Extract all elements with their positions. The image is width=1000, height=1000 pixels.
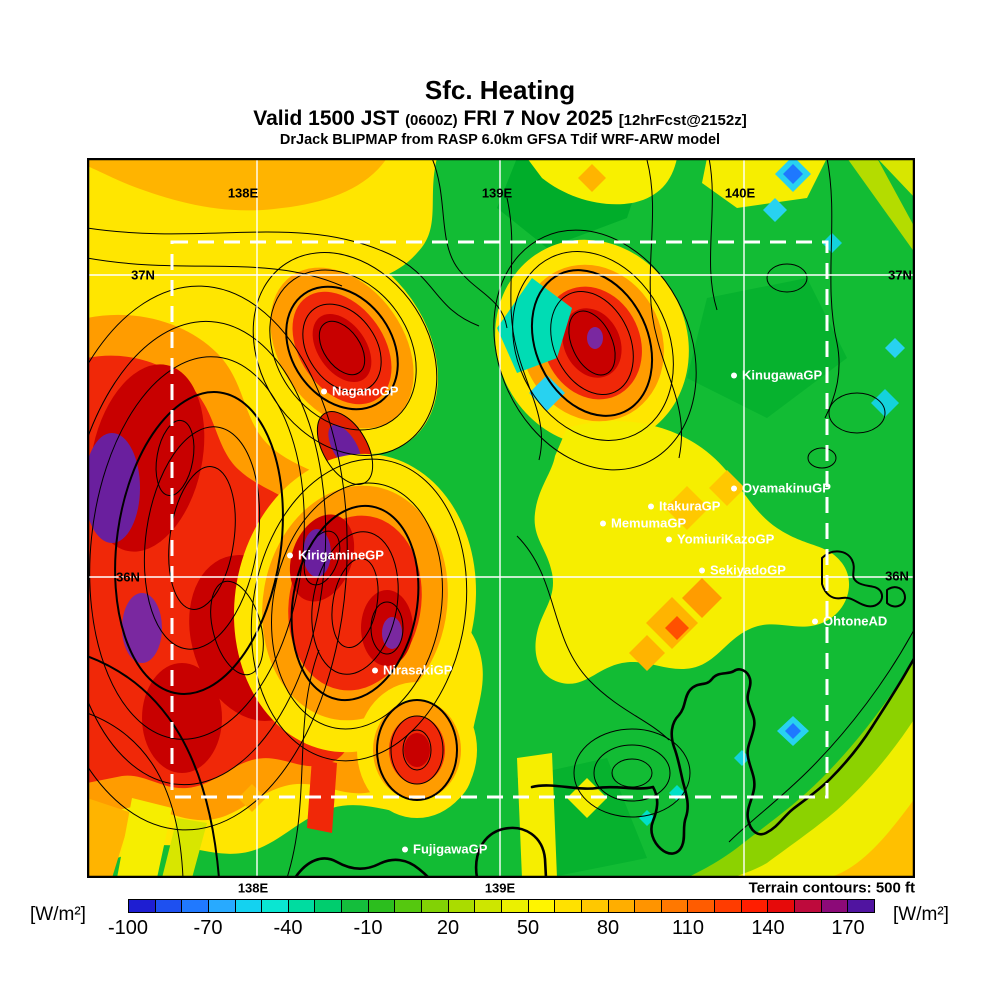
colorbar-tick: 170 <box>831 917 865 939</box>
site-marker-nirasakigp: NirasakiGP <box>372 663 452 678</box>
map-area: 138E 139E 140E 37N 37N 36N 36N NaganoGP Kinugawa… <box>87 158 915 878</box>
colorbar-cell <box>182 900 209 912</box>
site-label: YomiuriKazoGP <box>677 531 775 547</box>
colorbar-cell <box>688 900 716 912</box>
site-dot <box>812 618 818 624</box>
colorbar <box>128 899 875 913</box>
site-dot <box>699 567 705 573</box>
site-dot <box>321 388 327 394</box>
colorbar-cell <box>848 900 874 912</box>
site-label: FujigawaGP <box>413 841 488 857</box>
site-marker-itakuragp: ItakuraGP <box>648 499 720 514</box>
colorbar-cell <box>715 900 742 912</box>
lon-label-139e: 139E <box>481 185 513 201</box>
colorbar-cell <box>635 900 662 912</box>
colorbar-cell <box>208 900 236 912</box>
unit-right-label: [W/m²] <box>893 904 949 925</box>
bottom-lon-label-138e: 138E <box>237 880 269 896</box>
site-label: NaganoGP <box>332 383 399 399</box>
unit-left-label: [W/m²] <box>30 904 86 925</box>
colorbar-tick: 50 <box>516 917 540 939</box>
site-label: OhtoneAD <box>823 613 888 629</box>
lat-label-36n: 36N <box>116 569 140 585</box>
site-dot <box>666 536 672 542</box>
valid-time: Valid 1500 JST <box>253 107 400 131</box>
colorbar-tick: -100 <box>107 917 149 939</box>
site-dot <box>648 503 654 509</box>
colorbar-tick: -70 <box>193 917 223 939</box>
heatmap-canvas <box>87 158 915 878</box>
colorbar-cell <box>528 900 556 912</box>
colorbar-cell <box>741 900 769 912</box>
valid-line: Valid 1500 JST (0600Z) FRI 7 Nov 2025 [1… <box>0 107 1000 131</box>
site-label: OyamakinuGP <box>742 480 831 496</box>
colorbar-cell <box>235 900 263 912</box>
model-line: DrJack BLIPMAP from RASP 6.0km GFSA Tdif… <box>279 131 721 148</box>
colorbar-cell <box>608 900 636 912</box>
site-marker-yomiurikazogp: YomiuriKazoGP <box>666 532 774 547</box>
colorbar-cell <box>262 900 289 912</box>
title-block: Sfc. Heating Valid 1500 JST (0600Z) FRI … <box>0 75 1000 148</box>
colorbar-cell <box>448 900 476 912</box>
valid-date: FRI 7 Nov 2025 <box>463 107 613 131</box>
colorbar-cell <box>129 900 156 912</box>
colorbar-cell <box>501 900 529 912</box>
colorbar-tick: 20 <box>436 917 460 939</box>
site-label: ItakuraGP <box>659 498 721 514</box>
site-dot <box>287 552 293 558</box>
site-label: KirigamineGP <box>298 547 384 563</box>
colorbar-cell <box>475 900 502 912</box>
site-marker-sekiyadogp: SekiyadoGP <box>699 563 786 578</box>
colorbar-cell <box>661 900 689 912</box>
bottom-lon-label-139e: 139E <box>484 880 516 896</box>
site-marker-kinugawagp: KinugawaGP <box>731 368 822 383</box>
lat-label-36n: 36N <box>885 568 909 584</box>
colorbar-cell <box>555 900 582 912</box>
site-label: MemumaGP <box>611 515 687 531</box>
colorbar-cell <box>821 900 849 912</box>
site-marker-oyamakinugp: OyamakinuGP <box>731 481 831 496</box>
colorbar-tick: -40 <box>273 917 303 939</box>
lat-label-37n: 37N <box>131 267 155 283</box>
lon-label-140e: 140E <box>724 185 756 201</box>
colorbar-cell <box>315 900 343 912</box>
colorbar-cell <box>288 900 316 912</box>
colorbar-cell <box>155 900 183 912</box>
site-marker-fujigawagp: FujigawaGP <box>402 842 487 857</box>
site-label: KinugawaGP <box>742 367 823 383</box>
site-label: SekiyadoGP <box>710 562 786 578</box>
site-dot <box>731 485 737 491</box>
colorbar-tick: 110 <box>672 917 704 939</box>
terrain-contours-note: Terrain contours: 500 ft <box>748 879 915 897</box>
site-marker-kirigaminegp: KirigamineGP <box>287 548 384 563</box>
colorbar-cell <box>342 900 369 912</box>
colorbar-tick: -10 <box>353 917 383 939</box>
site-marker-ohtonead: OhtoneAD <box>812 614 887 629</box>
lon-label-138e: 138E <box>227 185 259 201</box>
colorbar-tick: 140 <box>751 917 785 939</box>
forecast-tag: [12hrFcst@2152z] <box>618 112 747 130</box>
colorbar-tick: 80 <box>596 917 620 939</box>
valid-utc: (0600Z) <box>405 112 458 130</box>
site-dot <box>402 846 408 852</box>
colorbar-cell <box>795 900 822 912</box>
colorbar-cell <box>768 900 796 912</box>
colorbar-cell <box>581 900 609 912</box>
site-label: NirasakiGP <box>383 662 453 678</box>
page-title: Sfc. Heating <box>424 75 576 105</box>
colorbar-cell <box>368 900 396 912</box>
site-dot <box>731 372 737 378</box>
colorbar-cell <box>422 900 449 912</box>
site-marker-naganogp: NaganoGP <box>321 384 398 399</box>
site-dot <box>600 520 606 526</box>
lat-label-37n: 37N <box>888 267 912 283</box>
colorbar-cell <box>395 900 423 912</box>
site-dot <box>372 667 378 673</box>
site-marker-memumagp: MemumaGP <box>600 516 686 531</box>
